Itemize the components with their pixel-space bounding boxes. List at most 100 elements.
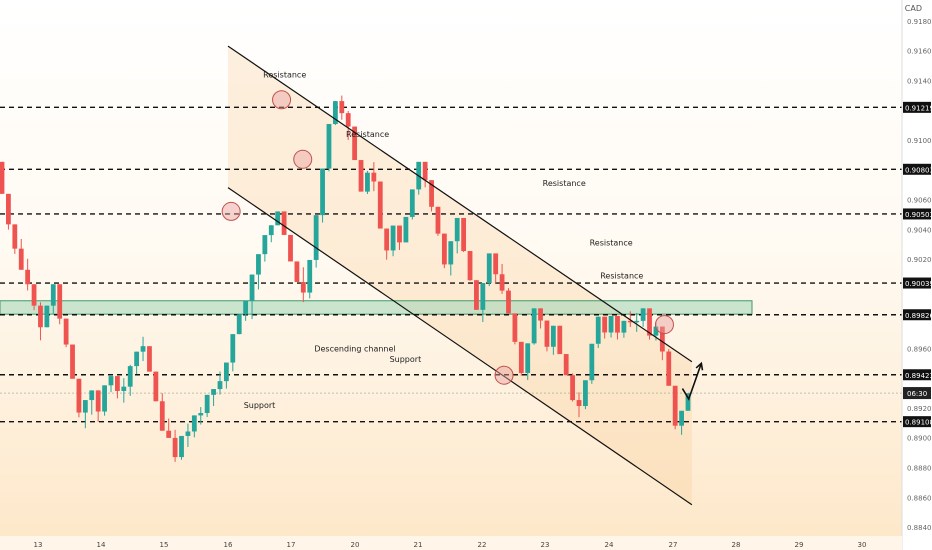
- candle: [640, 308, 646, 321]
- level-price-box: [903, 369, 931, 381]
- candle: [659, 326, 665, 352]
- candle: [204, 394, 210, 414]
- candle: [147, 346, 152, 372]
- candle: [512, 313, 518, 342]
- candle: [12, 224, 18, 249]
- candle: [307, 259, 313, 293]
- candle: [102, 385, 107, 412]
- annotation-label: Resistance: [543, 179, 586, 188]
- candle: [377, 181, 383, 229]
- annotation-label: Support: [244, 401, 276, 410]
- projection-arrowhead: [695, 361, 704, 371]
- candle: [134, 351, 140, 367]
- candle: [345, 113, 351, 127]
- x-tick-label: 17: [287, 541, 296, 549]
- candle: [108, 376, 114, 386]
- candle: [595, 316, 601, 344]
- candle: [275, 211, 281, 226]
- annotation-label: Resistance: [590, 239, 633, 248]
- x-tick-label: 27: [669, 541, 678, 549]
- level-price-box: [903, 416, 931, 428]
- candle: [6, 193, 11, 225]
- candle: [288, 234, 293, 262]
- candle: [358, 160, 364, 192]
- x-tick-label: 30: [858, 541, 867, 549]
- channel-fill: [228, 46, 692, 505]
- candle: [179, 435, 184, 458]
- candle: [127, 366, 133, 387]
- candle: [25, 269, 31, 285]
- candle: [666, 351, 672, 386]
- level-price-label: 0.90503: [905, 211, 932, 219]
- candle: [198, 413, 204, 416]
- candle: [18, 248, 24, 270]
- candle: [384, 228, 390, 251]
- candle: [294, 261, 300, 282]
- touch-circle: [654, 315, 674, 335]
- candle: [441, 233, 447, 265]
- level-price-label: 0.90039: [905, 280, 932, 288]
- candle: [82, 400, 88, 413]
- x-tick-label: 13: [34, 541, 43, 549]
- candle: [95, 390, 101, 412]
- x-tick-label: 28: [732, 541, 741, 549]
- level-price-label: 0.91219: [905, 104, 932, 112]
- candle: [268, 225, 274, 236]
- candle: [647, 308, 652, 336]
- candle: [256, 254, 261, 275]
- level-price-box: [903, 163, 931, 175]
- candle: [281, 211, 287, 235]
- candle: [211, 389, 216, 395]
- candle: [159, 401, 165, 431]
- candle: [589, 343, 595, 381]
- countdown-label: 06:30: [907, 390, 927, 398]
- candle: [602, 316, 608, 333]
- channel-lower-line: [227, 187, 693, 506]
- candle: [223, 362, 229, 382]
- candle: [615, 315, 620, 333]
- candle: [230, 334, 236, 363]
- candle: [454, 217, 460, 242]
- candle: [153, 371, 159, 402]
- x-tick-label: 21: [414, 541, 423, 549]
- x-tick-label: 22: [478, 541, 487, 549]
- price-axis: [902, 0, 932, 550]
- candle: [608, 315, 614, 333]
- candle: [563, 354, 569, 376]
- x-tick-label: 29: [795, 541, 804, 549]
- x-tick-label: 15: [160, 541, 169, 549]
- candle: [550, 325, 556, 347]
- level-price-label: 0.89108: [905, 419, 932, 427]
- touch-circle: [272, 90, 292, 110]
- candle: [50, 284, 56, 306]
- candle: [243, 300, 249, 315]
- candle: [371, 172, 377, 182]
- candle: [576, 400, 582, 407]
- annotation-label: Resistance: [600, 271, 643, 280]
- candle: [121, 386, 127, 391]
- x-tick-label: 23: [541, 541, 550, 549]
- candle: [544, 320, 550, 347]
- support-resistance-zone: [0, 300, 753, 315]
- candle: [339, 101, 345, 114]
- candle: [409, 189, 415, 217]
- candle: [583, 380, 588, 407]
- x-tick-label: 20: [351, 541, 360, 549]
- candle: [435, 206, 441, 234]
- candle: [531, 308, 537, 344]
- candle: [570, 375, 575, 401]
- candle: [448, 241, 454, 265]
- candle: [57, 284, 63, 319]
- candle: [474, 280, 479, 310]
- candle: [422, 161, 428, 181]
